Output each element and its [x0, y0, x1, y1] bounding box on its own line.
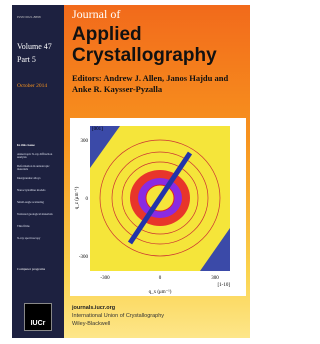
iucr-logo: IUCr — [24, 303, 52, 331]
publisher: Wiley-Blackwell — [72, 321, 110, 327]
y-tick-label: -300 — [79, 255, 89, 260]
x-axis-label: q_x (μm⁻¹) — [149, 289, 172, 295]
date: October 2014 — [17, 83, 47, 89]
editors: Editors: Andrew J. Allen, Janos Hajdu an… — [72, 73, 247, 95]
contents-item: Nanocrystalline models — [17, 189, 61, 192]
contents-item: Textured geological materials — [17, 213, 61, 216]
issn: ISSN 0021-8898 — [17, 15, 41, 19]
y-tick-label: 300 — [81, 139, 89, 144]
sidebar: ISSN 0021-8898 Volume 47 Part 5 October … — [12, 5, 64, 338]
section: Computer programs — [17, 267, 45, 271]
x-tick-label: -300 — [100, 276, 110, 281]
contents-item: Anisotropic X-ray diffraction analysis — [17, 153, 61, 160]
y-axis-label: q_z (μm⁻¹) — [74, 186, 80, 209]
contents-item: X-ray spectroscopy — [17, 237, 61, 240]
contents-item: Small-angle scattering — [17, 201, 61, 204]
x-direction: [1-10] — [218, 283, 231, 288]
contents-item: Deformation in anisotropic materials — [17, 165, 61, 172]
title-line2: Crystallography — [72, 45, 217, 67]
x-tick-label: 300 — [211, 276, 219, 281]
journal-cover: ISSN 0021-8898 Volume 47 Part 5 October … — [12, 5, 250, 338]
journal-of: Journal of — [72, 7, 120, 22]
contents-item: Thin films — [17, 225, 61, 228]
y-direction: [001] — [92, 127, 103, 132]
contents-item: Intergranular alloys — [17, 177, 61, 180]
volume: Volume 47 — [17, 42, 52, 51]
page: ISSN 0021-8898 Volume 47 Part 5 October … — [0, 0, 264, 344]
part: Part 5 — [17, 55, 36, 64]
url: journals.iucr.org — [72, 305, 115, 311]
contents-heading: In this issue — [17, 143, 35, 147]
cover-figure: [001] [1-10] q_z (μm⁻¹) q_x (μm⁻¹) 300 0… — [70, 118, 246, 296]
title-line1: Applied — [72, 24, 142, 46]
publisher: International Union of Crystallography — [72, 313, 164, 319]
